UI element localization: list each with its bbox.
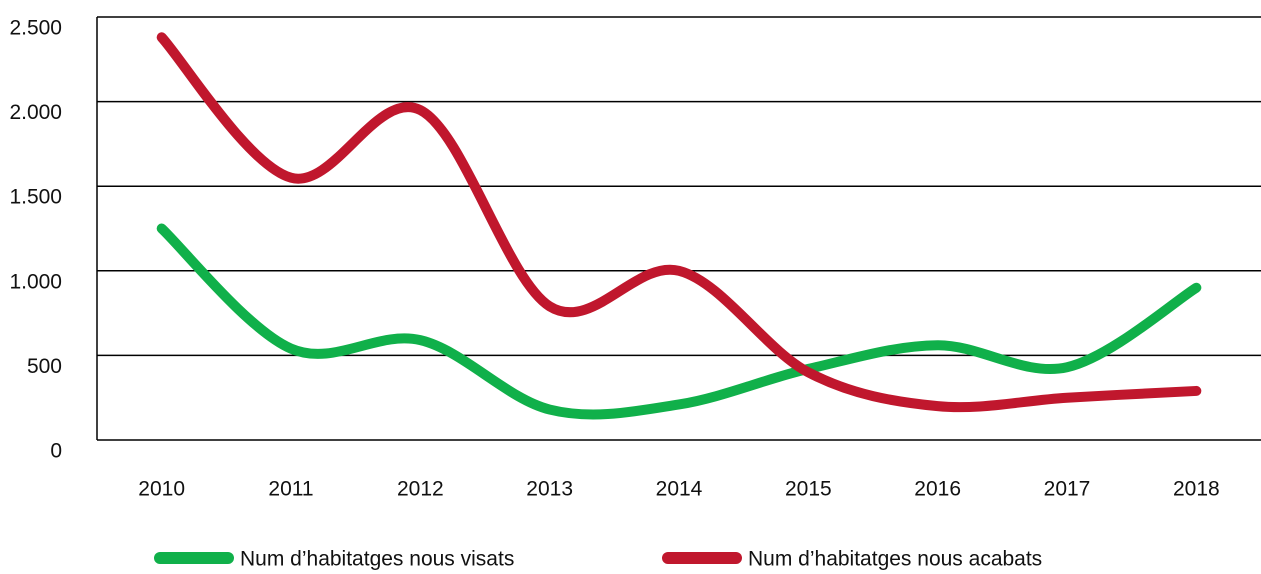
x-tick-label: 2015	[785, 478, 832, 501]
x-tick-label: 2018	[1173, 478, 1220, 501]
legend-label: Num d’habitatges nous acabats	[748, 548, 1042, 571]
legend-label: Num d’habitatges nous visats	[240, 548, 514, 571]
y-tick-label: 2.000	[9, 101, 62, 124]
x-tick-label: 2012	[397, 478, 444, 501]
x-tick-label: 2010	[138, 478, 185, 501]
y-tick-label: 0	[50, 440, 62, 463]
x-tick-label: 2011	[268, 478, 313, 501]
y-tick-label: 1.500	[9, 186, 62, 209]
x-tick-label: 2017	[1044, 478, 1091, 501]
y-tick-label: 2.500	[9, 17, 62, 40]
y-tick-label: 1.000	[9, 270, 62, 293]
x-tick-label: 2013	[526, 478, 573, 501]
series-line	[156, 32, 1202, 413]
x-tick-label: 2014	[656, 478, 703, 501]
y-tick-label: 500	[27, 355, 62, 378]
x-tick-label: 2016	[914, 478, 961, 501]
series-line	[156, 223, 1202, 420]
